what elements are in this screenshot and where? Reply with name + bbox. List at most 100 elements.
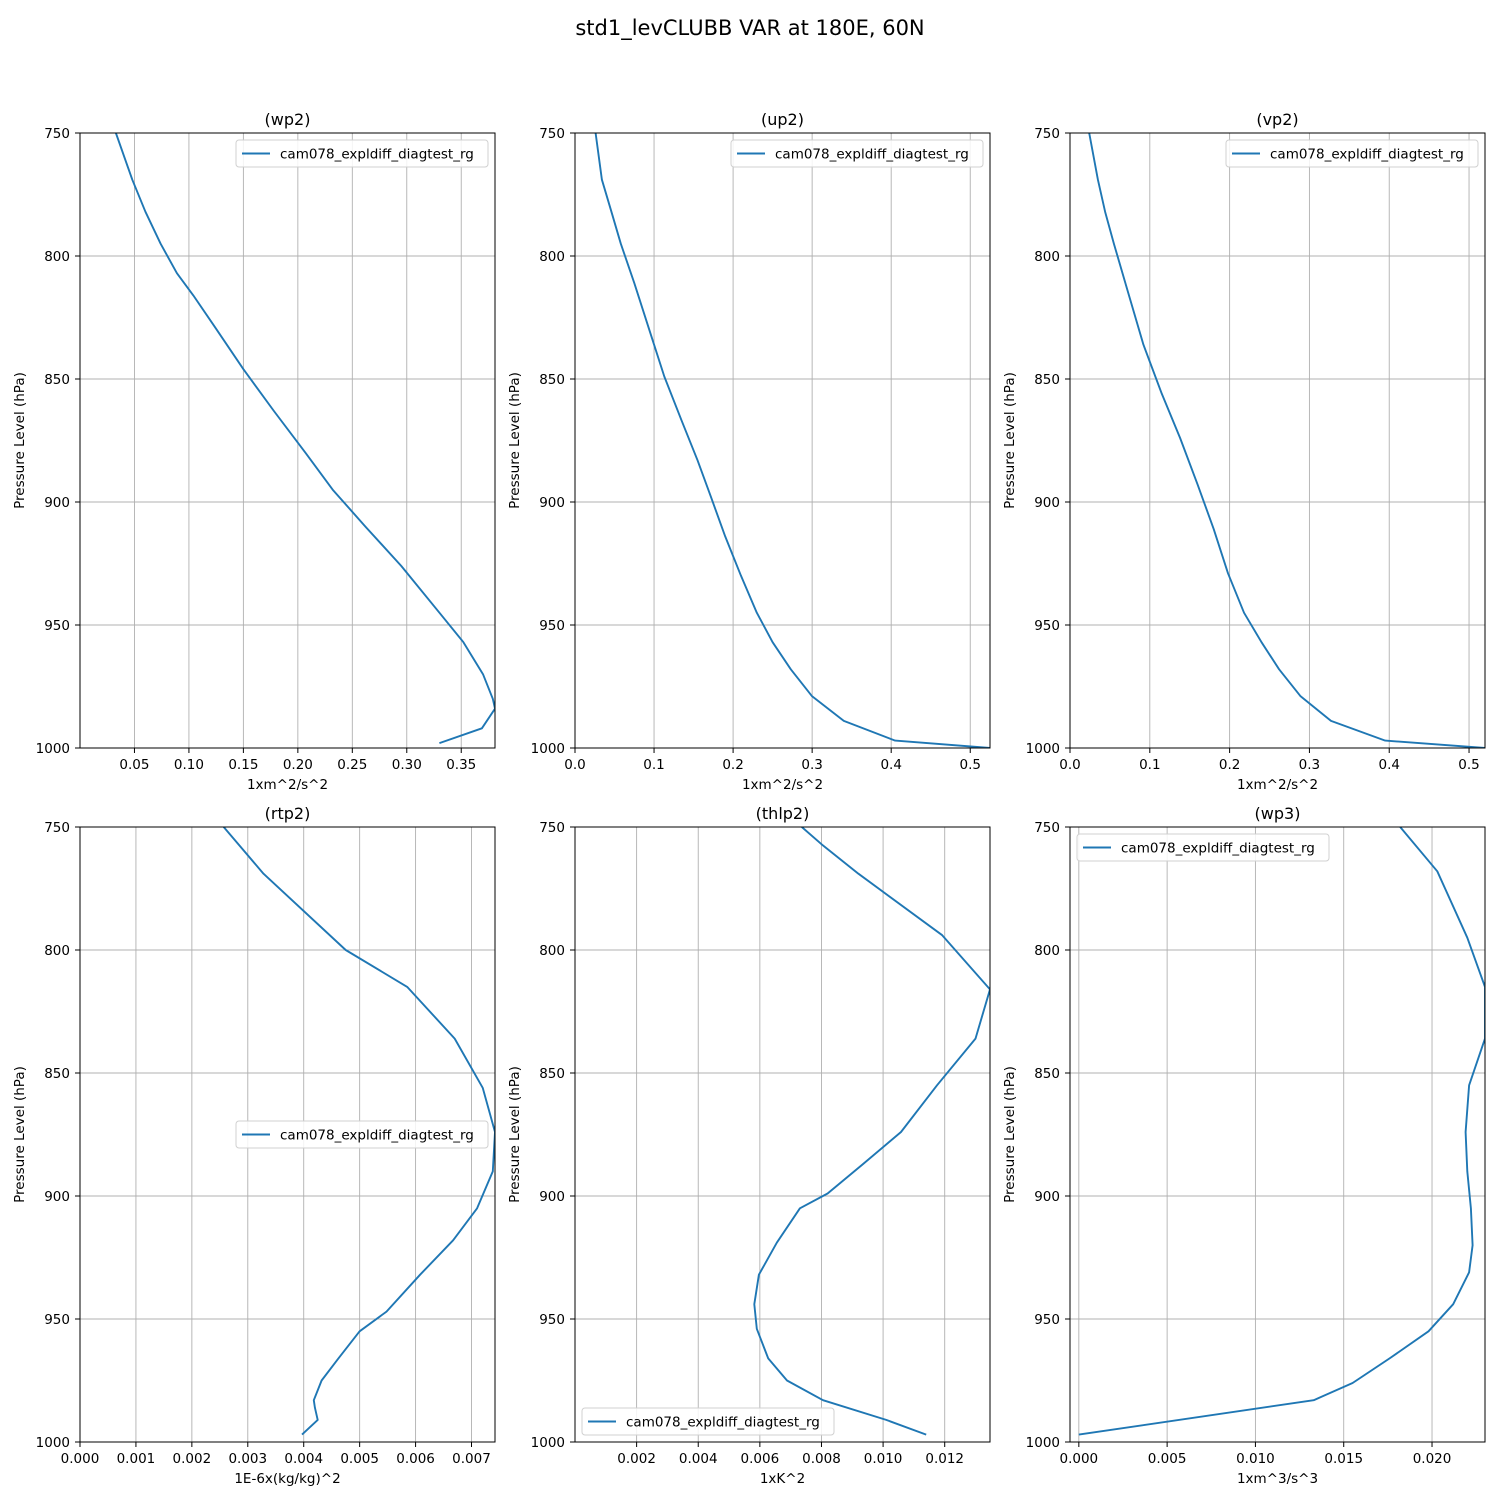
legend-box — [235, 139, 489, 168]
y-tick-label: 750 — [539, 126, 565, 142]
y-tick-label: 1000 — [531, 741, 565, 757]
x-tick-label: 0.35 — [446, 757, 476, 773]
y-tick-label: 900 — [539, 495, 565, 511]
y-tick-label: 900 — [44, 495, 70, 511]
x-axis-label: 1xK^2 — [760, 1471, 805, 1487]
axes-frame — [1069, 826, 1486, 1443]
series-line — [753, 827, 990, 1436]
series-line — [594, 133, 990, 748]
y-tick-label: 850 — [44, 372, 70, 388]
subplot-2: 0.0 0.1 0.2 0.3 0.4 0.5 750 800 850 900 950 1000 (vp… — [1002, 110, 1486, 793]
legend-label: cam078_expldiff_diagtest_rg — [1270, 147, 1464, 163]
x-tick-label: 0.10 — [174, 757, 204, 773]
legend-box — [1225, 139, 1479, 168]
y-tick-label: 850 — [1034, 372, 1060, 388]
y-tick-label: 800 — [539, 943, 565, 959]
x-tick-label: 0.006 — [396, 1451, 435, 1467]
axes-frame — [574, 132, 991, 749]
x-axis-label: 1xm^2/s^2 — [742, 777, 823, 793]
x-tick-label: 0.5 — [1458, 757, 1479, 773]
y-axis-label: Pressure Level (hPa) — [1002, 372, 1018, 509]
y-axis-label: Pressure Level (hPa) — [1002, 1066, 1018, 1203]
figure-title: std1_levCLUBB VAR at 180E, 60N — [575, 16, 925, 40]
legend-label: cam078_expldiff_diagtest_rg — [775, 147, 969, 163]
x-axis-label: 1xm^3/s^3 — [1237, 1471, 1318, 1487]
x-tick-label: 0.010 — [864, 1451, 903, 1467]
y-tick-label: 900 — [539, 1189, 565, 1205]
subplot-title: (wp2) — [265, 110, 311, 129]
y-tick-label: 1000 — [36, 1435, 70, 1451]
legend: cam078_expldiff_diagtest_rg — [730, 139, 984, 168]
subplot-4: 0.002 0.004 0.006 0.008 0.010 0.012 750 800 850 9… — [507, 804, 991, 1487]
x-tick-label: 0.005 — [1148, 1451, 1187, 1467]
y-tick-label: 750 — [539, 820, 565, 836]
x-axis-label: 1xm^2/s^2 — [1237, 777, 1318, 793]
x-tick-label: 0.1 — [643, 757, 664, 773]
series-line — [222, 827, 495, 1436]
y-tick-label: 900 — [1034, 495, 1060, 511]
y-axis-label: Pressure Level (hPa) — [507, 1066, 523, 1203]
legend: cam078_expldiff_diagtest_rg — [235, 139, 489, 168]
x-tick-label: 0.002 — [173, 1451, 212, 1467]
axes-frame — [79, 132, 496, 749]
y-tick-label: 800 — [1034, 249, 1060, 265]
x-tick-label: 0.4 — [1378, 757, 1399, 773]
subplot-1: 0.0 0.1 0.2 0.3 0.4 0.5 750 800 850 900 950 1000 (up… — [507, 110, 991, 793]
x-tick-label: 0.015 — [1324, 1451, 1363, 1467]
x-tick-label: 0.020 — [1413, 1451, 1452, 1467]
y-tick-label: 1000 — [1026, 1435, 1060, 1451]
x-tick-label: 0.20 — [283, 757, 313, 773]
x-tick-label: 0.0 — [1059, 757, 1080, 773]
x-tick-label: 0.1 — [1139, 757, 1160, 773]
y-axis-label: Pressure Level (hPa) — [12, 1066, 28, 1203]
series-line — [115, 133, 495, 744]
x-tick-label: 0.006 — [741, 1451, 780, 1467]
legend-label: cam078_expldiff_diagtest_rg — [1121, 841, 1315, 857]
y-tick-label: 950 — [1034, 1312, 1060, 1328]
y-tick-label: 750 — [44, 820, 70, 836]
x-tick-label: 0.000 — [1060, 1451, 1099, 1467]
axes-frame — [574, 826, 991, 1443]
y-tick-label: 950 — [44, 1312, 70, 1328]
y-tick-label: 900 — [44, 1189, 70, 1205]
axes-frame — [1069, 132, 1486, 749]
x-tick-label: 0.008 — [802, 1451, 841, 1467]
x-tick-label: 0.004 — [284, 1451, 323, 1467]
subplot-5: 0.000 0.005 0.010 0.015 0.020 750 800 850 900 950… — [1002, 804, 1486, 1487]
y-tick-label: 950 — [539, 1312, 565, 1328]
x-tick-label: 0.005 — [340, 1451, 379, 1467]
x-tick-label: 0.3 — [1299, 757, 1320, 773]
x-axis-label: 1xm^2/s^2 — [247, 777, 328, 793]
subplot-3: 0.000 0.001 0.002 0.003 0.004 0.005 0.006 0.007… — [12, 804, 496, 1487]
y-tick-label: 750 — [44, 126, 70, 142]
y-axis-label: Pressure Level (hPa) — [507, 372, 523, 509]
y-tick-label: 750 — [1034, 820, 1060, 836]
x-tick-label: 0.001 — [117, 1451, 156, 1467]
legend: cam078_expldiff_diagtest_rg — [235, 1120, 489, 1149]
series-line — [1088, 133, 1485, 748]
subplot-title: (thlp2) — [756, 804, 810, 823]
x-tick-label: 0.15 — [228, 757, 258, 773]
x-tick-label: 0.012 — [925, 1451, 964, 1467]
y-tick-label: 950 — [44, 618, 70, 634]
y-tick-label: 1000 — [1026, 741, 1060, 757]
x-tick-label: 0.2 — [1219, 757, 1240, 773]
series-line — [1078, 827, 1485, 1436]
x-tick-label: 0.05 — [119, 757, 149, 773]
x-tick-label: 0.25 — [337, 757, 367, 773]
y-tick-label: 1000 — [531, 1435, 565, 1451]
legend-box — [1076, 833, 1330, 862]
x-tick-label: 0.3 — [801, 757, 822, 773]
x-tick-label: 0.0 — [564, 757, 585, 773]
x-tick-label: 0.007 — [452, 1451, 491, 1467]
axes-frame — [79, 826, 496, 1443]
x-tick-label: 0.002 — [617, 1451, 656, 1467]
y-tick-label: 750 — [1034, 126, 1060, 142]
subplot-title: (wp3) — [1255, 804, 1301, 823]
subplot-title: (up2) — [761, 110, 804, 129]
y-axis-label: Pressure Level (hPa) — [12, 372, 28, 509]
y-tick-label: 800 — [539, 249, 565, 265]
y-tick-label: 800 — [44, 249, 70, 265]
y-tick-label: 800 — [1034, 943, 1060, 959]
